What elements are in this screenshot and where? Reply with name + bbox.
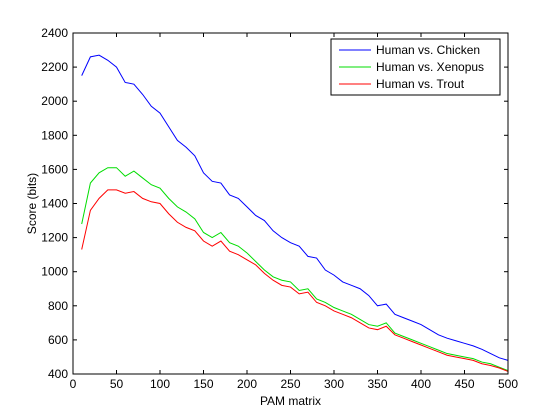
x-tick-label: 50 xyxy=(110,377,124,391)
y-tick-label: 1600 xyxy=(41,162,68,176)
x-tick-label: 0 xyxy=(70,377,77,391)
legend-entry: Human vs. Chicken xyxy=(376,43,480,57)
legend-entry: Human vs. Trout xyxy=(376,77,465,91)
x-tick-label: 400 xyxy=(411,377,431,391)
legend: Human vs. Chicken Human vs. Xenopus Human … xyxy=(330,38,501,96)
x-tick-label: 350 xyxy=(367,377,387,391)
series-line-2 xyxy=(81,167,509,372)
y-tick-label: 1000 xyxy=(41,265,68,279)
y-tick-label: 2000 xyxy=(41,94,68,108)
x-tick-label: 200 xyxy=(237,377,257,391)
x-tick-label: 250 xyxy=(280,377,300,391)
y-axis-label: Score (bits) xyxy=(25,173,39,234)
series-line-3 xyxy=(81,189,509,372)
y-tick-label: 400 xyxy=(48,367,68,381)
x-tick-label: 150 xyxy=(193,377,213,391)
y-tick-label: 1200 xyxy=(41,231,68,245)
x-tick-label: 500 xyxy=(498,377,518,391)
y-axis-ticks: 400 600 800 1000 1200 1400 1600 1800 2000 2200 240… xyxy=(41,26,508,381)
series-line-1 xyxy=(81,54,509,361)
y-tick-label: 600 xyxy=(48,333,68,347)
y-tick-label: 1800 xyxy=(41,128,68,142)
series-lines xyxy=(81,54,509,372)
y-tick-label: 1400 xyxy=(41,197,68,211)
x-tick-label: 450 xyxy=(454,377,474,391)
y-tick-label: 2400 xyxy=(41,26,68,40)
x-tick-label: 300 xyxy=(324,377,344,391)
y-tick-label: 800 xyxy=(48,299,68,313)
y-tick-label: 2200 xyxy=(41,60,68,74)
legend-entry: Human vs. Xenopus xyxy=(376,60,484,74)
x-axis-ticks: 0 50 100 150 200 250 300 350 400 450 500 xyxy=(70,33,518,391)
x-tick-label: 100 xyxy=(150,377,170,391)
x-axis-label: PAM matrix xyxy=(260,394,321,408)
